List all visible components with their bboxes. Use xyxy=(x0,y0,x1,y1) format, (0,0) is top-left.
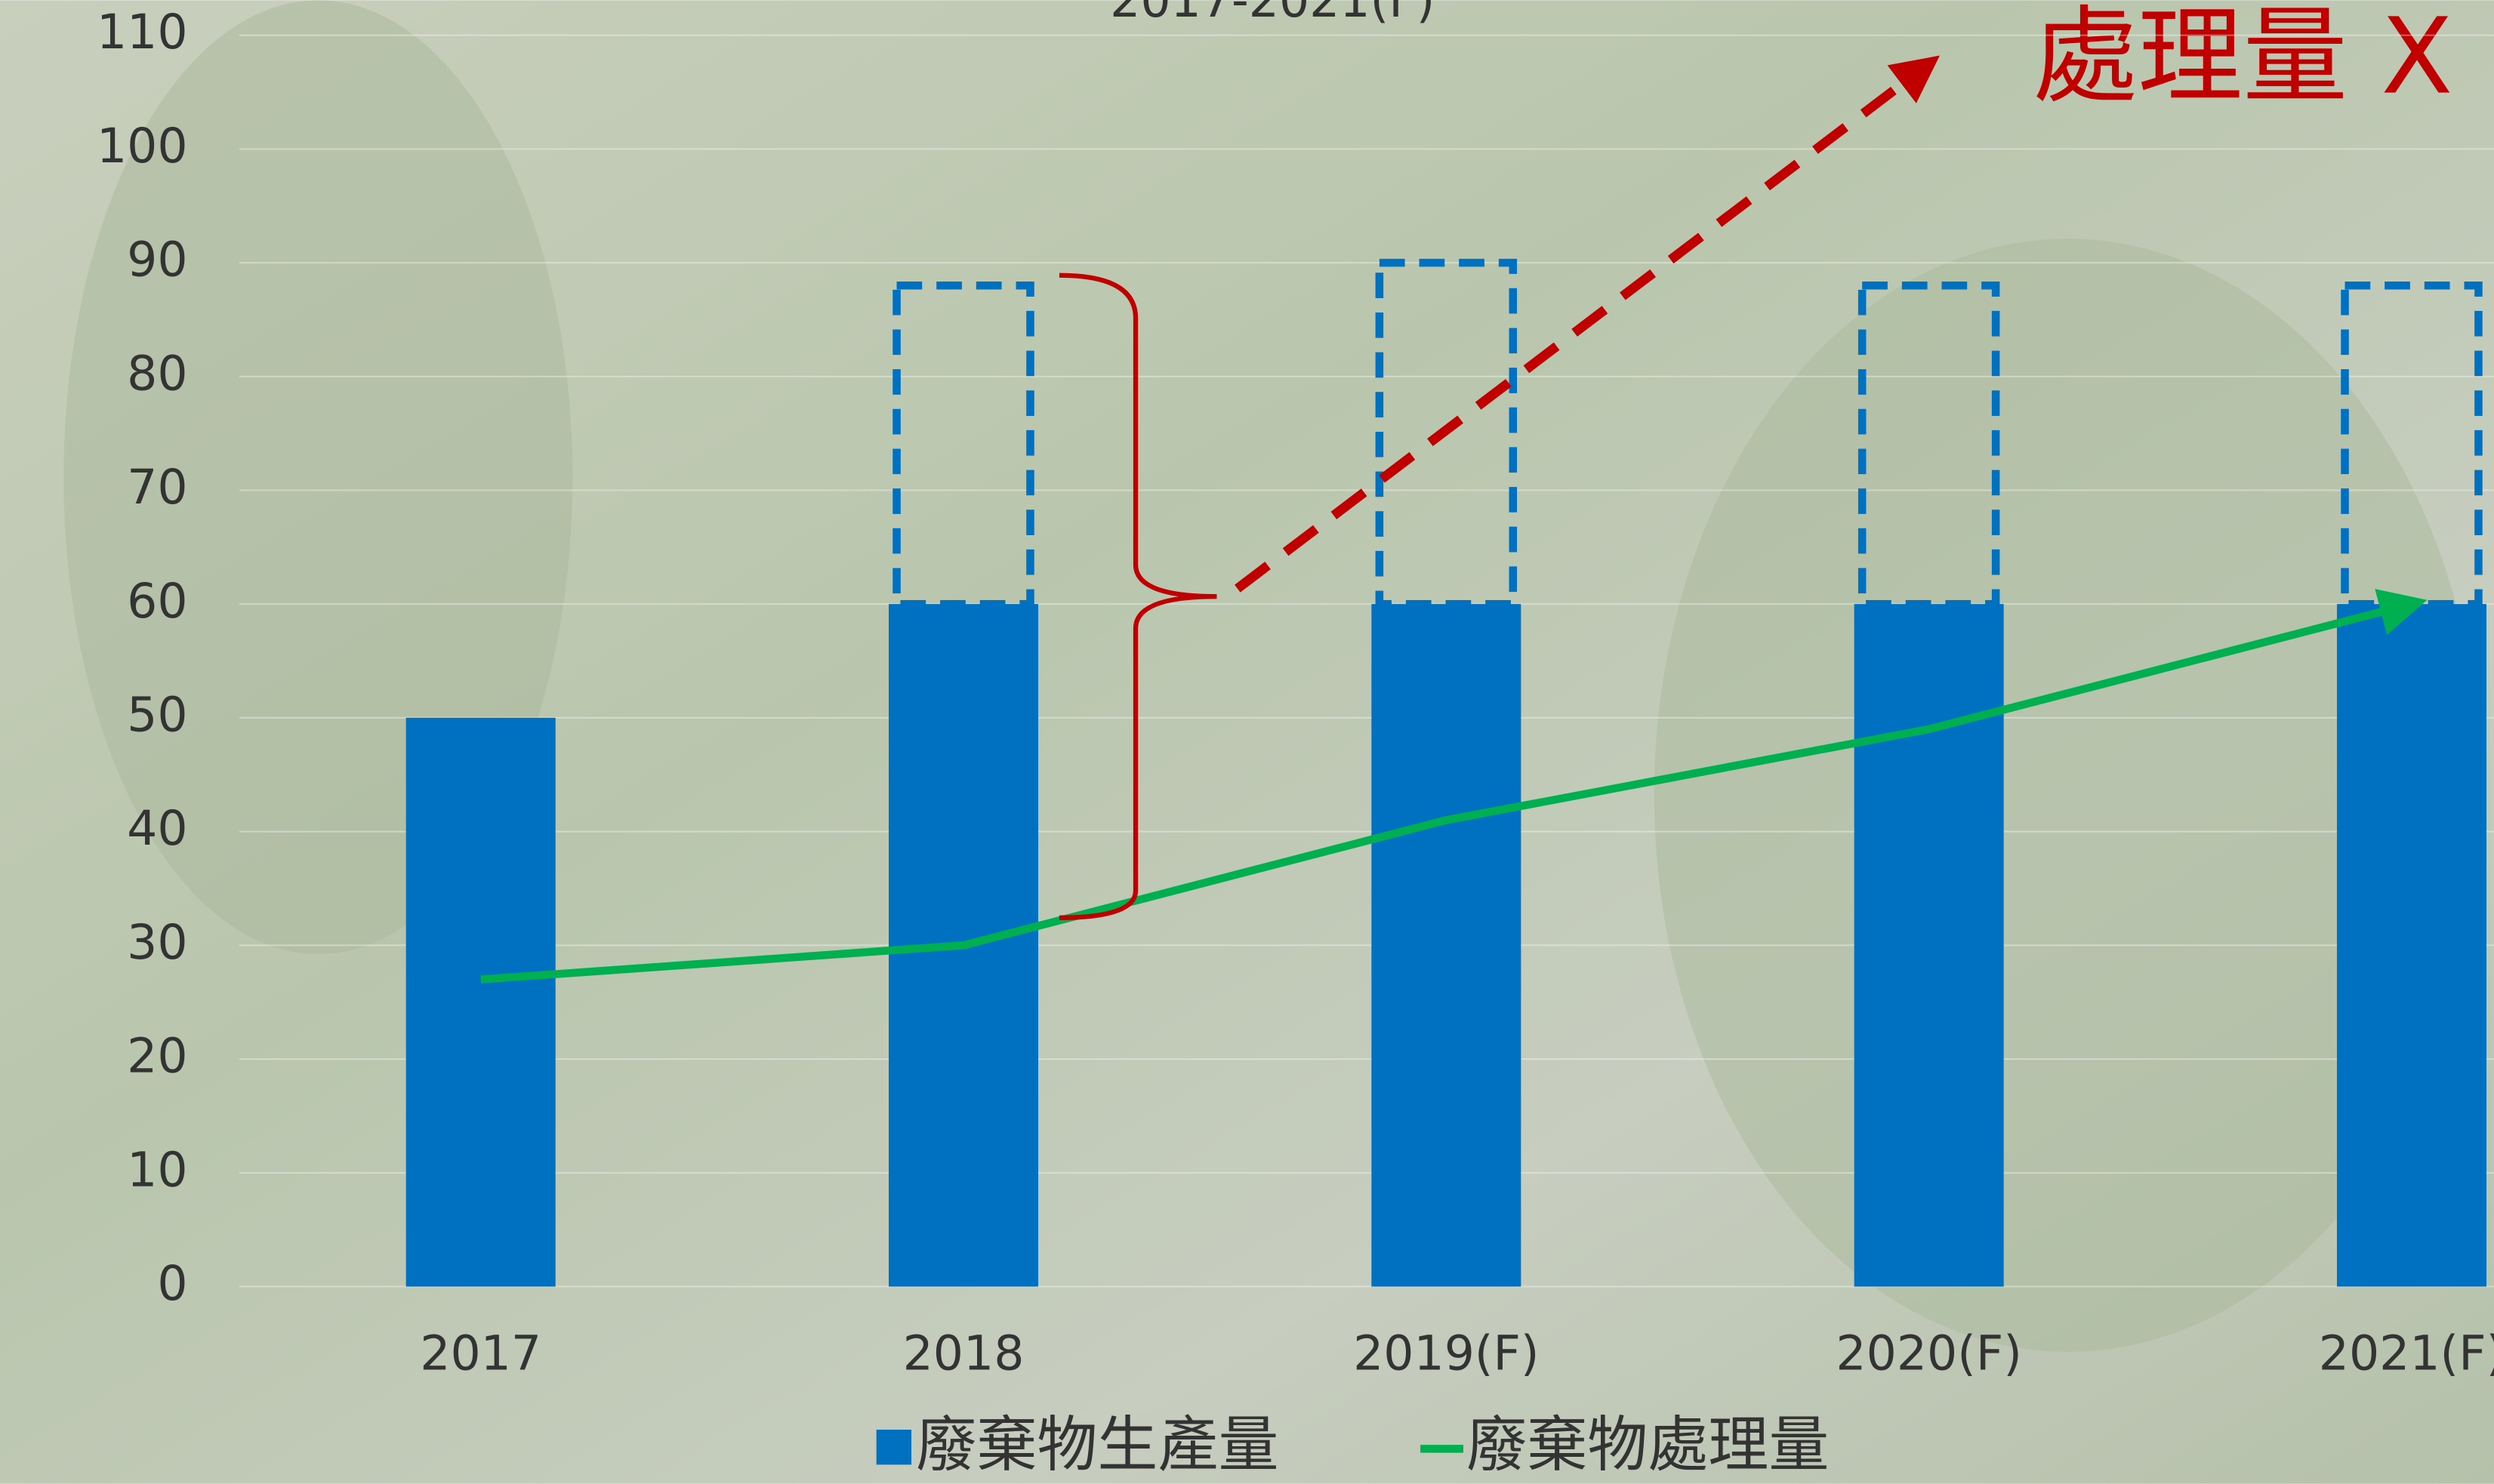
y-tick-label: 90 xyxy=(127,232,187,288)
legend-label: 廢棄物處理量 xyxy=(1466,1409,1829,1479)
annotation: 處理量 X xyxy=(2033,0,2452,118)
x-tick-label: 2020(F) xyxy=(1836,1325,2021,1381)
y-tick-label: 10 xyxy=(127,1141,187,1197)
chart: 2017-2021(F) 處理量 X 0 10 20 30 40 50 60 70 80 90 10… xyxy=(0,0,2494,1484)
y-tick-label: 70 xyxy=(127,459,187,515)
legend-swatch xyxy=(877,1430,911,1464)
y-tick-label: 60 xyxy=(127,573,187,629)
y-tick-label: 100 xyxy=(97,118,188,174)
y-tick-label: 40 xyxy=(127,800,187,856)
y-tick-label: 0 xyxy=(157,1255,187,1311)
legend-label: 廢棄物生產量 xyxy=(916,1409,1278,1479)
bar xyxy=(2337,604,2486,1286)
y-tick-label: 20 xyxy=(127,1028,187,1084)
y-tick-label: 110 xyxy=(97,4,188,60)
y-tick-label: 80 xyxy=(127,345,187,401)
x-tick-label: 2019(F) xyxy=(1353,1325,1539,1381)
chart-title: 2017-2021(F) xyxy=(1110,0,1435,28)
bar xyxy=(406,718,556,1287)
y-tick-label: 30 xyxy=(127,914,187,970)
x-tick-label: 2018 xyxy=(903,1325,1025,1381)
page: {"chart_data":{"type":"bar","title":"201… xyxy=(0,0,2494,1484)
x-tick-label: 2017 xyxy=(420,1325,541,1381)
x-tick-label: 2021(F) xyxy=(2319,1325,2494,1381)
bar xyxy=(1371,604,1521,1286)
bar xyxy=(1854,604,2004,1286)
y-tick-label: 50 xyxy=(127,687,187,743)
